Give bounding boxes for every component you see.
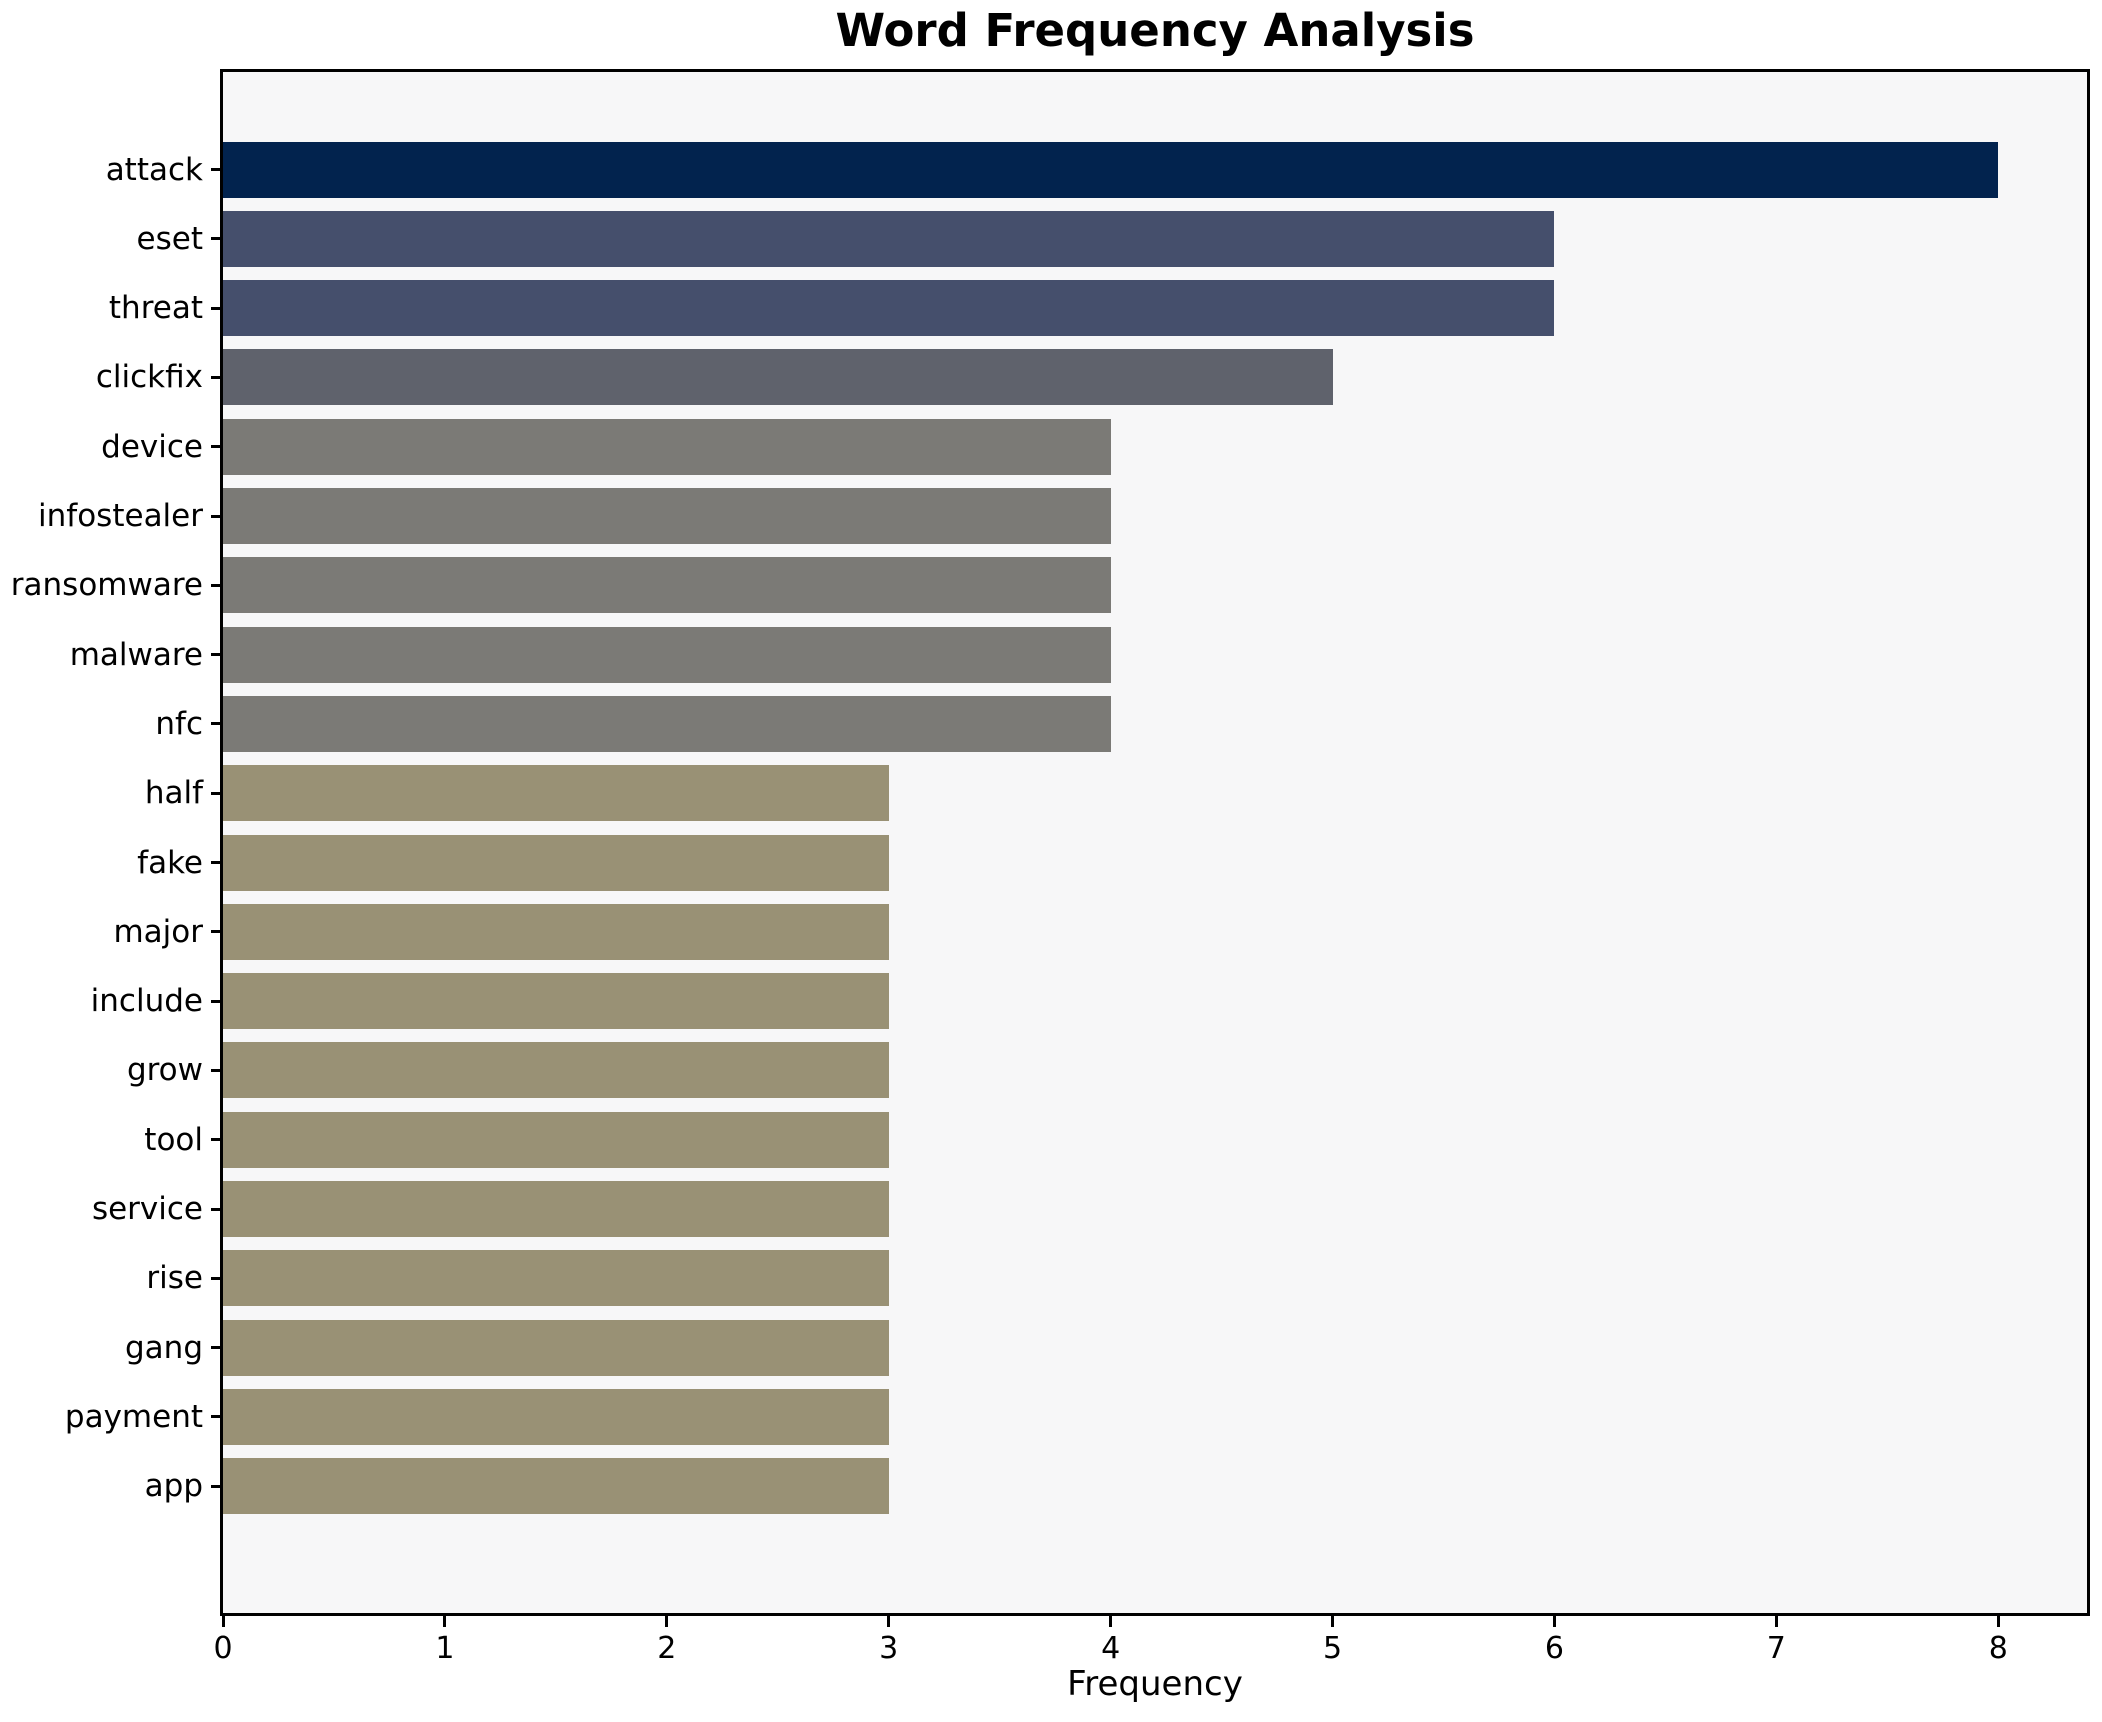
bar-malware bbox=[223, 626, 1111, 683]
x-tick-label-0: 0 bbox=[213, 1631, 233, 1666]
y-tick-mark bbox=[211, 930, 223, 934]
x-tick-label-1: 1 bbox=[435, 1631, 455, 1666]
bar-threat bbox=[223, 280, 1555, 337]
y-tick-label-malware: malware bbox=[69, 636, 203, 673]
y-tick-label-clickfix: clickfix bbox=[95, 359, 203, 396]
y-tick-label-tool: tool bbox=[144, 1121, 203, 1158]
y-tick-label-eset: eset bbox=[136, 220, 203, 257]
bar-include bbox=[223, 973, 889, 1030]
y-tick-mark bbox=[211, 1415, 223, 1419]
x-tick-mark bbox=[443, 1616, 447, 1627]
y-tick-mark bbox=[211, 445, 223, 449]
bar-nfc bbox=[223, 695, 1111, 752]
x-tick-mark bbox=[665, 1616, 669, 1627]
bar-grow bbox=[223, 1042, 889, 1099]
y-tick-label-device: device bbox=[101, 428, 203, 465]
y-tick-label-rise: rise bbox=[146, 1260, 203, 1297]
y-tick-mark bbox=[211, 1138, 223, 1142]
y-tick-mark bbox=[211, 1346, 223, 1350]
y-tick-label-include: include bbox=[90, 983, 203, 1020]
bar-app bbox=[223, 1458, 889, 1515]
x-tick-label-2: 2 bbox=[657, 1631, 677, 1666]
y-tick-label-fake: fake bbox=[137, 844, 203, 881]
y-tick-label-major: major bbox=[113, 913, 203, 950]
x-tick-mark bbox=[221, 1616, 225, 1627]
y-tick-label-app: app bbox=[144, 1468, 203, 1505]
x-tick-mark bbox=[1996, 1616, 2000, 1627]
bar-major bbox=[223, 903, 889, 960]
x-tick-label-6: 6 bbox=[1544, 1631, 1564, 1666]
y-tick-mark bbox=[211, 791, 223, 795]
y-tick-label-threat: threat bbox=[108, 290, 203, 327]
bar-gang bbox=[223, 1319, 889, 1376]
y-tick-mark bbox=[211, 237, 223, 241]
x-tick-label-4: 4 bbox=[1101, 1631, 1121, 1666]
y-tick-mark bbox=[211, 722, 223, 726]
chart-title: Word Frequency Analysis bbox=[835, 4, 1475, 57]
y-tick-mark bbox=[211, 1068, 223, 1072]
bar-rise bbox=[223, 1250, 889, 1307]
y-tick-mark bbox=[211, 375, 223, 379]
y-tick-mark bbox=[211, 1276, 223, 1280]
y-tick-label-attack: attack bbox=[105, 151, 203, 188]
y-tick-label-ransomware: ransomware bbox=[10, 567, 203, 604]
x-tick-label-8: 8 bbox=[1988, 1631, 2008, 1666]
bar-service bbox=[223, 1181, 889, 1237]
x-tick-mark bbox=[1552, 1616, 1556, 1627]
bar-tool bbox=[223, 1111, 889, 1168]
x-tick-mark bbox=[887, 1616, 891, 1627]
bar-attack bbox=[223, 141, 1999, 198]
bar-infostealer bbox=[223, 488, 1111, 544]
y-tick-mark bbox=[211, 168, 223, 171]
y-tick-mark bbox=[211, 1484, 223, 1488]
y-tick-mark bbox=[211, 1207, 223, 1211]
y-tick-mark bbox=[211, 653, 223, 657]
y-tick-mark bbox=[211, 999, 223, 1003]
bar-half bbox=[223, 765, 889, 822]
y-tick-label-service: service bbox=[91, 1191, 203, 1227]
y-tick-mark bbox=[211, 861, 223, 864]
x-tick-mark bbox=[1109, 1616, 1113, 1627]
y-tick-label-half: half bbox=[144, 775, 203, 812]
y-tick-label-payment: payment bbox=[64, 1398, 203, 1435]
x-tick-label-7: 7 bbox=[1766, 1631, 1786, 1666]
x-tick-mark bbox=[1774, 1616, 1778, 1627]
y-tick-label-infostealer: infostealer bbox=[38, 498, 203, 534]
y-tick-mark bbox=[211, 583, 223, 587]
bar-ransomware bbox=[223, 557, 1111, 614]
bar-fake bbox=[223, 834, 889, 891]
x-axis-label: Frequency bbox=[1067, 1664, 1243, 1704]
y-tick-label-gang: gang bbox=[125, 1329, 203, 1366]
x-tick-label-5: 5 bbox=[1322, 1631, 1343, 1666]
x-tick-label-3: 3 bbox=[879, 1631, 899, 1666]
x-tick-mark bbox=[1331, 1616, 1335, 1627]
y-tick-label-nfc: nfc bbox=[155, 705, 203, 742]
bar-eset bbox=[223, 210, 1555, 267]
bar-device bbox=[223, 418, 1111, 475]
bar-payment bbox=[223, 1388, 889, 1445]
y-tick-mark bbox=[211, 514, 223, 518]
y-tick-label-grow: grow bbox=[126, 1052, 203, 1089]
bar-clickfix bbox=[223, 349, 1333, 406]
y-tick-mark bbox=[211, 306, 223, 310]
